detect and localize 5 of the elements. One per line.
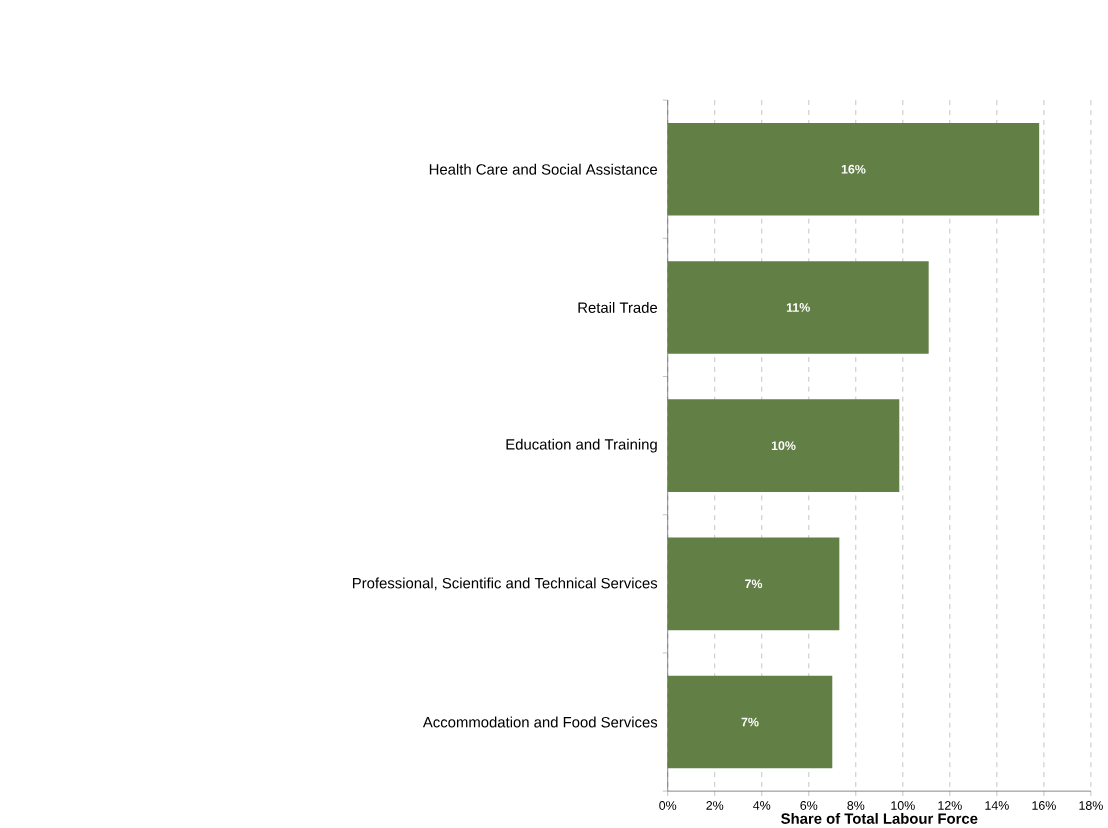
- bar: [667, 122, 1040, 216]
- bar: [667, 399, 900, 492]
- bar: [667, 675, 833, 769]
- bar: [667, 260, 929, 354]
- bar: [667, 537, 840, 630]
